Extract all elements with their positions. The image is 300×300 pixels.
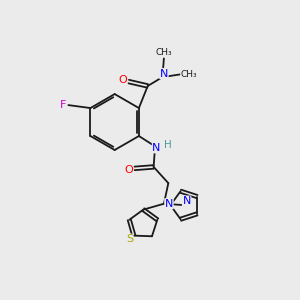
Text: CH₃: CH₃: [156, 48, 172, 57]
Text: N: N: [152, 143, 161, 153]
Text: O: O: [118, 75, 127, 85]
Text: N: N: [182, 196, 191, 206]
Text: S: S: [126, 234, 133, 244]
Text: O: O: [124, 165, 133, 175]
Text: CH₃: CH₃: [181, 70, 197, 79]
Text: N: N: [165, 199, 173, 209]
Text: H: H: [164, 140, 172, 150]
Text: F: F: [60, 100, 66, 110]
Text: N: N: [160, 69, 168, 79]
